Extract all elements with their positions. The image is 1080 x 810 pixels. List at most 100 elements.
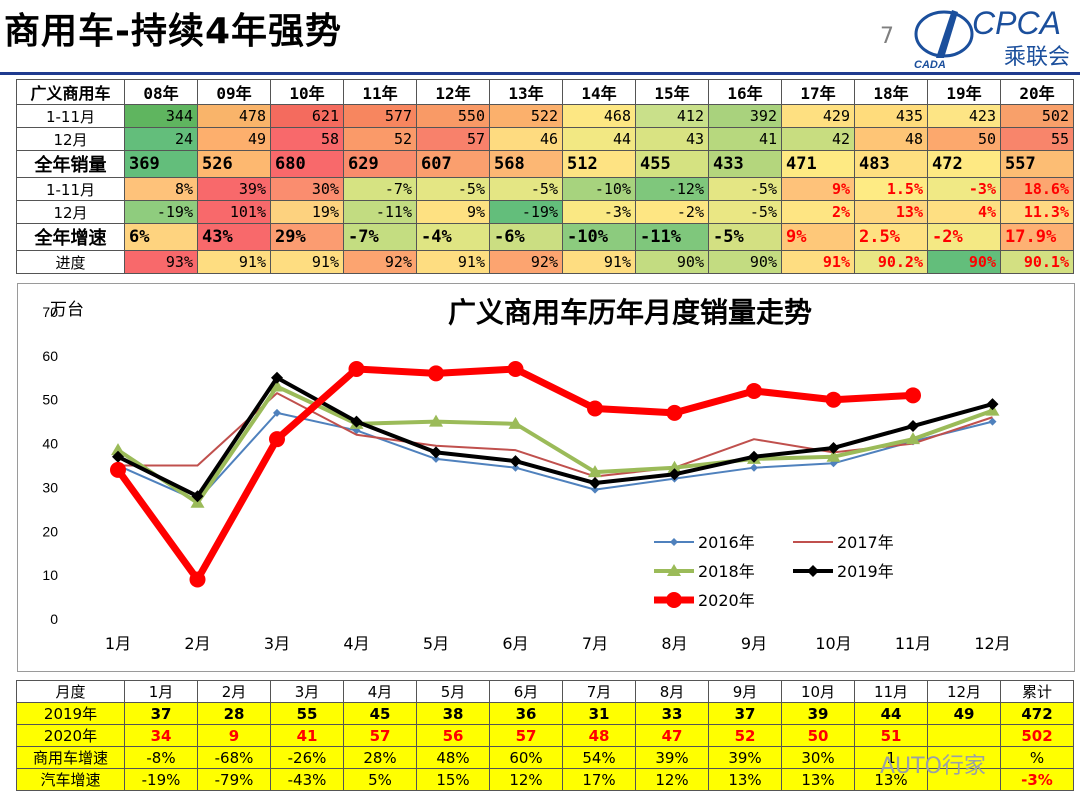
table-cell: 90.1%: [1000, 250, 1074, 274]
data-point: [829, 459, 838, 468]
table-cell: 91%: [416, 250, 490, 274]
table-row: 商用车增速 -8% -68% -26% 28% 48% 60% 54% 39% 39% 30% 1%: [16, 746, 1074, 769]
table-cell: 56: [416, 724, 490, 747]
table-cell: 48%: [416, 746, 490, 769]
month-header: 5月: [416, 680, 490, 703]
table-cell: 9%: [416, 200, 490, 224]
table-cell: 50: [927, 127, 1001, 151]
logo-subtext: 乘联会: [1004, 45, 1070, 70]
table-cell: 423: [927, 104, 1001, 128]
table-cell: 9%: [781, 223, 855, 251]
year-header: 09年: [197, 79, 271, 105]
table-cell: 36: [489, 702, 563, 725]
table-cell: -8%: [124, 746, 198, 769]
table-cell: 39%: [708, 746, 782, 769]
table-cell: -5%: [489, 177, 563, 201]
series-line: [117, 375, 994, 499]
table-cell: -6%: [489, 223, 563, 251]
table-row: 2019年 37 28 55 45 38 36 31 33 37 39 44 49 472: [16, 702, 1074, 725]
table-cell: 19%: [270, 200, 344, 224]
table-cell: 478: [197, 104, 271, 128]
table-cell: 629: [343, 150, 417, 178]
table-cell: -10%: [562, 177, 636, 201]
table-cell: 12%: [635, 768, 709, 791]
data-point: [273, 408, 281, 417]
table-cell: 45: [343, 702, 417, 725]
data-point: [668, 468, 681, 481]
table-cell: 58: [270, 127, 344, 151]
data-point: [748, 450, 760, 463]
table-cell: 502: [1000, 724, 1074, 747]
data-point: [508, 416, 523, 429]
table-cell: 90%: [708, 250, 782, 274]
data-point: [906, 432, 920, 445]
month-header: 12月: [927, 680, 1001, 703]
table-cell: 51: [854, 724, 928, 747]
year-header: 19年: [927, 79, 1001, 105]
table-row: 1-11月 8% 39% 30% -7% -5% -5% -10% -12% -5% 9% 1.5% -…: [16, 177, 1074, 201]
table-cell: 44: [854, 702, 928, 725]
table-cell: 472: [1000, 702, 1074, 725]
table-cell: 28: [197, 702, 271, 725]
line-chart: 广义商用车历年月度销量走势 0 10 20 30 40 50 60 70 万台 1月 2月 3月 4月 5月…: [17, 283, 1075, 672]
table-cell: -12%: [635, 177, 709, 201]
table-cell: 550: [416, 104, 490, 128]
table-cell: 369: [124, 150, 198, 178]
table-cell: 18.6%: [1000, 177, 1074, 201]
table-cell: [927, 724, 1001, 747]
month-header: 3月: [270, 680, 344, 703]
year-header: 16年: [708, 79, 782, 105]
table-cell: -7%: [343, 223, 417, 251]
logo-small-text: CADA: [914, 59, 946, 71]
table-cell: 93%: [124, 250, 198, 274]
x-tick-label: 2月: [184, 634, 210, 653]
table-header-row: 广义商用车 08年 09年 10年 11年 12年 13年 14年 15年 16年 17年 18年 19…: [16, 79, 1074, 105]
table-cell: 471: [781, 150, 855, 178]
legend-label: 2020年: [698, 591, 755, 610]
data-point: [507, 361, 524, 378]
data-point: [907, 420, 919, 433]
table-cell: 11.3%: [1000, 200, 1074, 224]
data-point: [807, 565, 819, 577]
year-header: 13年: [489, 79, 563, 105]
data-point: [348, 361, 365, 378]
y-tick-label: 50: [42, 392, 58, 408]
table-row: 12月 -19% 101% 19% -11% 9% -19% -3% -2% -5% 2% 13% 4%…: [16, 200, 1074, 224]
table-cell: -5%: [708, 223, 782, 251]
month-header: 10月: [781, 680, 855, 703]
x-tick-label: 10月: [815, 634, 851, 653]
year-header: 18年: [854, 79, 928, 105]
table-cell: 17%: [562, 768, 636, 791]
data-point: [666, 592, 682, 608]
row-label: 2020年: [16, 724, 125, 747]
table-cell: 12%: [489, 768, 563, 791]
series-line: [116, 384, 994, 505]
year-header: 15年: [635, 79, 709, 105]
table-cell: 41: [708, 127, 782, 151]
data-point: [591, 485, 599, 494]
table-cell: %: [1000, 746, 1074, 769]
table-cell: 621: [270, 104, 344, 128]
year-header: 20年: [1000, 79, 1074, 105]
table-cell: 44: [562, 127, 636, 151]
table-cell: 43: [635, 127, 709, 151]
table-cell: 2.5%: [854, 223, 928, 251]
data-point: [112, 450, 124, 463]
data-point: [988, 417, 997, 426]
data-point: [429, 414, 443, 427]
x-tick-label: 12月: [974, 634, 1010, 653]
table-cell: 13%: [854, 200, 928, 224]
month-header: 2月: [197, 680, 271, 703]
table-cell: 90.2%: [854, 250, 928, 274]
row-label: 商用车增速: [16, 746, 125, 769]
table-cell: -79%: [197, 768, 271, 791]
table-cell: -11%: [635, 223, 709, 251]
data-point: [667, 460, 682, 473]
table-cell: -2%: [927, 223, 1001, 251]
table-cell: 6%: [124, 223, 198, 251]
data-point: [509, 455, 522, 468]
y-tick-label: 40: [42, 436, 58, 452]
table-cell: 577: [343, 104, 417, 128]
table-cell: 39: [781, 702, 855, 725]
data-point: [191, 490, 204, 503]
